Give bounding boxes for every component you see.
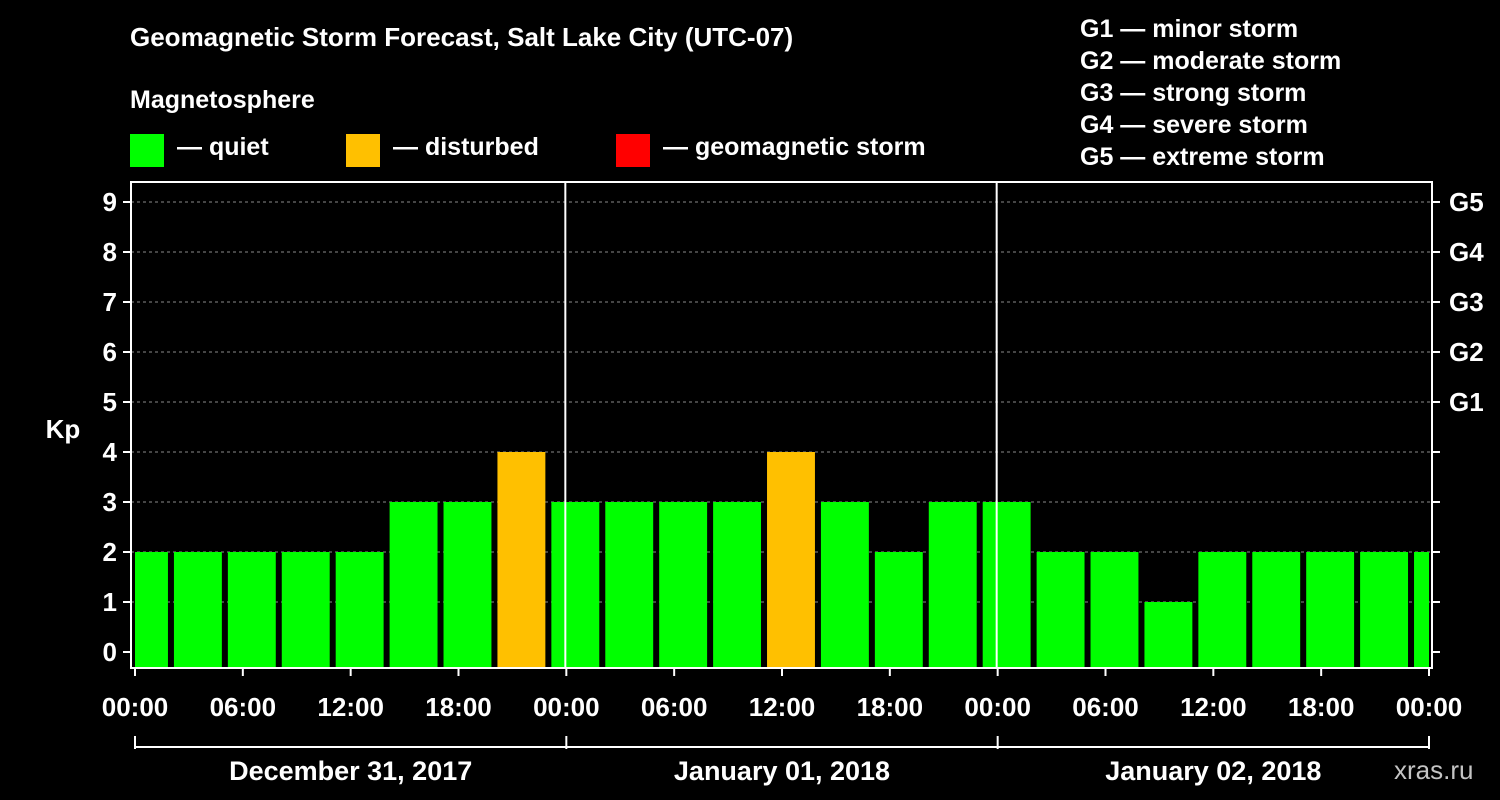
y-tick-label-3: 3: [103, 487, 117, 517]
y-tick-label-5: 5: [103, 387, 117, 417]
bar-22: [1306, 552, 1355, 668]
x-tick-label-12: 00:00: [1396, 692, 1463, 722]
x-tick-label-5: 06:00: [641, 692, 708, 722]
bar-12: [767, 452, 815, 668]
bar-21: [1252, 552, 1301, 668]
x-tick-label-11: 18:00: [1288, 692, 1355, 722]
bar-10: [659, 502, 708, 668]
bar-3: [281, 552, 330, 668]
right-axis-label-g5: G5: [1449, 187, 1484, 217]
bar-17: [1036, 552, 1085, 668]
bar-13: [820, 502, 869, 668]
y-tick-label-1: 1: [103, 587, 117, 617]
x-tick-label-6: 12:00: [749, 692, 816, 722]
bar-4: [335, 552, 384, 668]
y-tick-label-7: 7: [103, 287, 117, 317]
bar-9: [605, 502, 654, 668]
right-axis-label-g1: G1: [1449, 387, 1484, 417]
watermark: xras.ru: [1394, 755, 1474, 785]
legend-swatch-disturbed: [346, 134, 380, 167]
bar-19: [1144, 602, 1193, 668]
x-tick-label-1: 06:00: [210, 692, 277, 722]
legend-swatch-storm: [616, 134, 650, 167]
x-tick-label-10: 12:00: [1180, 692, 1247, 722]
bar-14: [874, 552, 923, 668]
legend-label-disturbed: — disturbed: [393, 133, 539, 161]
storm-level-g4: G4 — severe storm: [1080, 111, 1308, 139]
y-tick-label-9: 9: [103, 187, 117, 217]
day-label-0: December 31, 2017: [229, 756, 472, 786]
storm-level-g2: G2 — moderate storm: [1080, 47, 1342, 75]
storm-level-g5: G5 — extreme storm: [1080, 143, 1325, 171]
x-tick-label-3: 18:00: [425, 692, 492, 722]
y-tick-label-6: 6: [103, 337, 117, 367]
bar-20: [1198, 552, 1247, 668]
y-axis-title: Kp: [46, 414, 81, 444]
legend-title: Magnetosphere: [130, 86, 315, 114]
x-tick-label-4: 00:00: [533, 692, 600, 722]
right-axis-label-g3: G3: [1449, 287, 1484, 317]
bar-23: [1360, 552, 1409, 668]
bar-2: [227, 552, 276, 668]
x-tick-label-2: 12:00: [317, 692, 384, 722]
bar-6: [443, 502, 492, 668]
legend-label-storm: — geomagnetic storm: [663, 133, 926, 161]
bar-0: [135, 552, 168, 668]
bar-16: [982, 502, 1031, 668]
right-axis-label-g2: G2: [1449, 337, 1484, 367]
y-tick-label-8: 8: [103, 237, 117, 267]
x-tick-label-9: 06:00: [1072, 692, 1139, 722]
bar-8: [551, 502, 600, 668]
bar-5: [389, 502, 438, 668]
bar-7: [497, 452, 546, 668]
bar-1: [173, 552, 222, 668]
bar-15: [928, 502, 977, 668]
chart-title: Geomagnetic Storm Forecast, Salt Lake Ci…: [130, 22, 794, 52]
bar-18: [1090, 552, 1139, 668]
x-tick-label-8: 00:00: [964, 692, 1031, 722]
storm-level-g3: G3 — strong storm: [1080, 79, 1307, 107]
legend-swatch-quiet: [130, 134, 164, 167]
day-label-2: January 02, 2018: [1105, 756, 1321, 786]
day-label-1: January 01, 2018: [674, 756, 890, 786]
storm-level-g1: G1 — minor storm: [1080, 15, 1299, 43]
y-tick-label-2: 2: [103, 537, 117, 567]
right-axis-label-g4: G4: [1449, 237, 1484, 267]
bar-24: [1414, 552, 1429, 668]
y-tick-label-4: 4: [103, 437, 118, 467]
x-tick-label-7: 18:00: [857, 692, 924, 722]
x-tick-label-0: 00:00: [102, 692, 169, 722]
y-tick-label-0: 0: [103, 637, 117, 667]
legend-label-quiet: — quiet: [177, 133, 269, 161]
bar-11: [713, 502, 762, 668]
